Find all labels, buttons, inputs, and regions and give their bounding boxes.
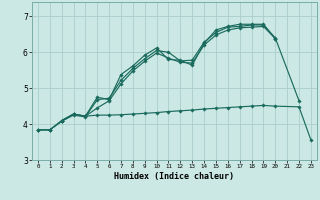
X-axis label: Humidex (Indice chaleur): Humidex (Indice chaleur) xyxy=(115,172,234,181)
